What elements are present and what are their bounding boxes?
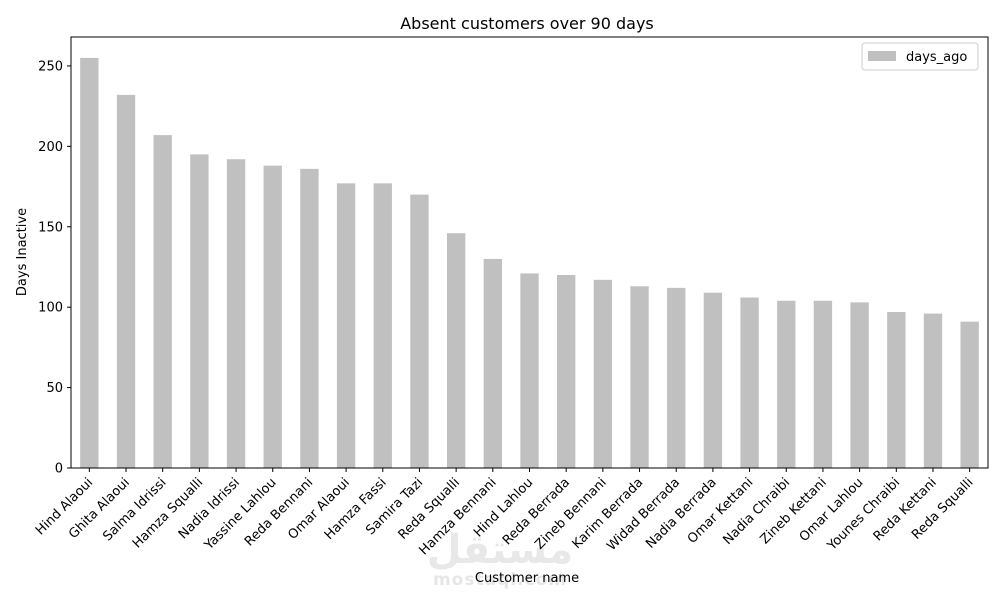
watermark-text: mostaql.com [433,570,567,590]
bars-group [80,57,979,469]
chart-title: Absent customers over 90 days [400,14,654,33]
bar [593,279,613,468]
legend-swatch [868,51,896,61]
y-axis-ticks: 0 50 100 150 200 250 [38,59,71,477]
y-tick-label: 0 [55,462,63,477]
bar [557,275,576,468]
bar [813,300,833,468]
bar [667,287,686,468]
bar [923,313,943,468]
y-tick-label: 250 [38,59,63,74]
bar [336,183,356,468]
bar [520,273,539,468]
legend-box [861,42,979,71]
legend-label: days_ago [906,50,967,65]
bar [740,297,759,468]
plot-frame [70,36,989,469]
bar [446,233,466,468]
y-tick-label: 50 [46,381,63,396]
bar [483,258,502,468]
bar [80,57,99,469]
bar [300,168,319,468]
bar [960,321,979,468]
bar [887,312,906,468]
y-tick-label: 200 [38,140,63,155]
y-tick-label: 100 [38,301,63,316]
y-axis-label: Days Inactive [15,208,30,296]
watermark: مستقل mostaql.com [427,527,573,590]
bar [226,159,246,468]
watermark-logo: مستقل [427,527,573,573]
bar [190,154,209,469]
bar [116,94,136,469]
bar [630,286,649,468]
x-tick-label: Omar Lahlou [797,475,867,545]
y-tick-label: 150 [38,220,63,235]
bar [373,183,392,468]
legend: days_ago [861,42,979,71]
bar [410,194,429,468]
x-axis-label: Customer name [475,571,579,586]
bar [153,135,172,468]
bar [703,292,723,468]
bar [850,302,869,468]
bar [263,165,282,468]
bar [777,300,796,468]
